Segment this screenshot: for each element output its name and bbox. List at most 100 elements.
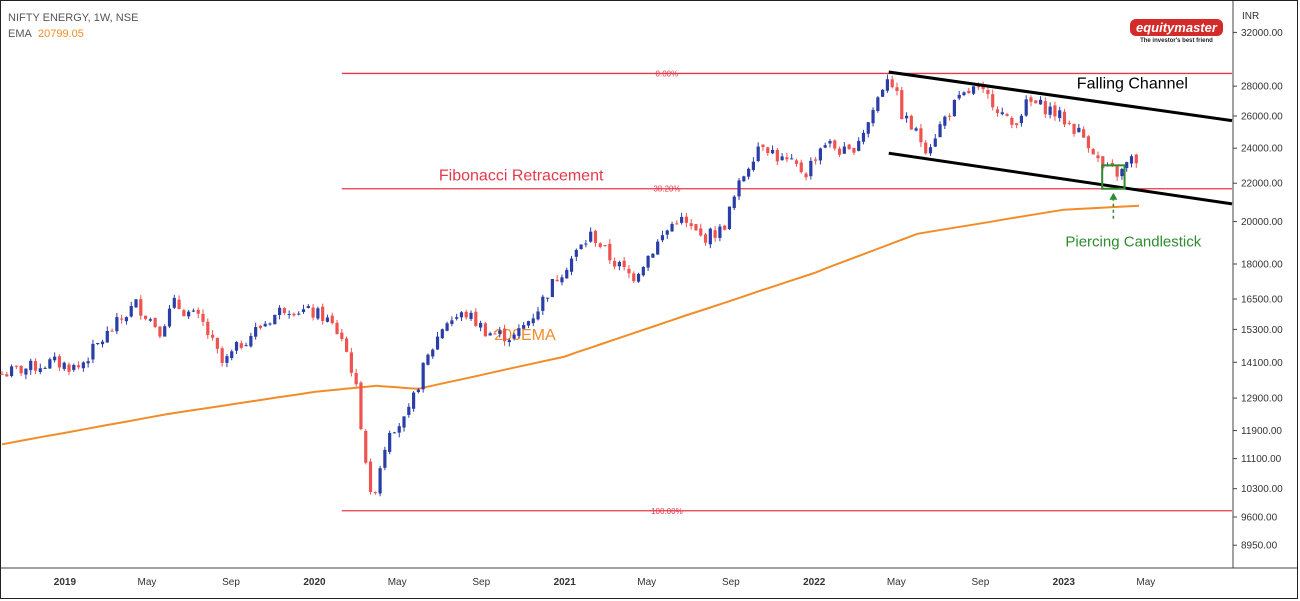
candlestick[interactable] bbox=[507, 338, 511, 347]
candlestick[interactable] bbox=[321, 303, 325, 325]
candlestick[interactable] bbox=[522, 321, 526, 330]
candlestick[interactable] bbox=[38, 363, 42, 375]
candlestick[interactable] bbox=[861, 129, 866, 145]
candlestick[interactable] bbox=[1015, 123, 1019, 129]
candlestick[interactable] bbox=[455, 313, 459, 321]
candlestick[interactable] bbox=[924, 140, 928, 155]
candlestick[interactable] bbox=[402, 416, 406, 432]
candlestick[interactable] bbox=[842, 142, 846, 154]
candlestick[interactable] bbox=[766, 146, 770, 156]
candlestick[interactable] bbox=[1096, 151, 1100, 163]
candlestick[interactable] bbox=[206, 318, 210, 339]
candlestick[interactable] bbox=[919, 123, 923, 147]
candlestick[interactable] bbox=[469, 310, 473, 322]
candlestick[interactable] bbox=[775, 147, 779, 166]
candlestick[interactable] bbox=[148, 317, 152, 322]
candlestick[interactable] bbox=[550, 278, 554, 298]
candlestick[interactable] bbox=[1053, 101, 1057, 121]
candlestick[interactable] bbox=[392, 431, 397, 434]
candlestick[interactable] bbox=[72, 363, 76, 373]
candlestick[interactable] bbox=[225, 354, 229, 368]
candlestick[interactable] bbox=[76, 361, 81, 370]
candlestick[interactable] bbox=[1034, 100, 1038, 104]
candlestick[interactable] bbox=[531, 313, 535, 327]
candlestick[interactable] bbox=[981, 81, 985, 93]
candlestick[interactable] bbox=[498, 327, 502, 338]
candlestick[interactable] bbox=[373, 491, 377, 495]
candlestick[interactable] bbox=[636, 272, 641, 283]
candlestick[interactable] bbox=[100, 339, 105, 348]
candlestick[interactable] bbox=[943, 115, 947, 130]
candlestick[interactable] bbox=[187, 309, 191, 320]
candlestick[interactable] bbox=[608, 239, 612, 264]
candlestick[interactable] bbox=[483, 321, 487, 337]
candlestick[interactable] bbox=[388, 430, 392, 455]
candlestick[interactable] bbox=[81, 361, 85, 372]
candlestick[interactable] bbox=[172, 294, 176, 310]
candlestick[interactable] bbox=[833, 139, 837, 151]
candlestick[interactable] bbox=[991, 89, 995, 111]
candlestick[interactable] bbox=[493, 330, 497, 335]
candlestick[interactable] bbox=[258, 324, 263, 330]
candlestick[interactable] bbox=[316, 306, 320, 321]
candlestick[interactable] bbox=[651, 253, 655, 259]
candlestick[interactable] bbox=[584, 239, 588, 248]
candlestick[interactable] bbox=[464, 309, 468, 320]
candlestick[interactable] bbox=[718, 223, 722, 242]
candlestick[interactable] bbox=[881, 89, 885, 97]
candlestick[interactable] bbox=[914, 126, 918, 132]
candlestick[interactable] bbox=[201, 309, 205, 327]
candlestick[interactable] bbox=[900, 86, 904, 120]
candlestick[interactable] bbox=[268, 322, 272, 326]
candlestick[interactable] bbox=[928, 144, 933, 156]
candlestick[interactable] bbox=[909, 114, 913, 130]
candlestick[interactable] bbox=[751, 157, 756, 172]
candlestick[interactable] bbox=[952, 99, 957, 117]
candlestick[interactable] bbox=[799, 159, 803, 174]
candlestick[interactable] bbox=[421, 362, 425, 393]
candlestick[interactable] bbox=[1129, 154, 1134, 168]
candlestick[interactable] bbox=[440, 328, 444, 339]
candlestick[interactable] bbox=[756, 142, 760, 163]
candlestick[interactable] bbox=[158, 326, 162, 339]
candlestick[interactable] bbox=[847, 143, 851, 150]
candlestick[interactable] bbox=[569, 255, 574, 276]
candlestick[interactable] bbox=[699, 223, 703, 237]
candlestick[interactable] bbox=[407, 403, 411, 418]
candlestick[interactable] bbox=[143, 315, 148, 321]
candlestick[interactable] bbox=[517, 324, 521, 339]
candlestick[interactable] bbox=[431, 348, 435, 359]
candlestick[interactable] bbox=[96, 342, 100, 346]
candlestick[interactable] bbox=[876, 96, 880, 113]
candlestick[interactable] bbox=[794, 158, 799, 167]
candlestick[interactable] bbox=[747, 167, 751, 180]
candlestick[interactable] bbox=[703, 232, 708, 246]
candlestick[interactable] bbox=[263, 321, 267, 327]
candlestick[interactable] bbox=[163, 324, 167, 337]
candlestick[interactable] bbox=[646, 255, 650, 271]
candlestick[interactable] bbox=[306, 304, 310, 309]
candlestick[interactable] bbox=[1077, 123, 1081, 133]
candlestick[interactable] bbox=[938, 121, 942, 138]
candlestick[interactable] bbox=[885, 74, 890, 93]
candlestick[interactable] bbox=[110, 328, 114, 332]
candlestick[interactable] bbox=[790, 153, 794, 160]
candlestick[interactable] bbox=[857, 137, 861, 152]
candlestick[interactable] bbox=[230, 349, 234, 361]
candlestick[interactable] bbox=[723, 224, 727, 231]
candlestick[interactable] bbox=[957, 90, 961, 101]
candlestick[interactable] bbox=[1134, 153, 1138, 168]
candlestick[interactable] bbox=[904, 112, 909, 123]
candlestick[interactable] bbox=[933, 133, 937, 148]
candlestick[interactable] bbox=[234, 341, 239, 354]
candlestick[interactable] bbox=[86, 357, 90, 368]
candlestick[interactable] bbox=[14, 365, 18, 370]
candlestick[interactable] bbox=[120, 314, 124, 324]
candlestick[interactable] bbox=[301, 304, 306, 314]
candlestick[interactable] bbox=[129, 301, 133, 318]
candlestick[interactable] bbox=[541, 294, 545, 316]
candlestick[interactable] bbox=[967, 87, 971, 94]
candlestick[interactable] bbox=[435, 332, 440, 350]
candlestick[interactable] bbox=[5, 371, 9, 377]
candlestick[interactable] bbox=[215, 337, 219, 354]
